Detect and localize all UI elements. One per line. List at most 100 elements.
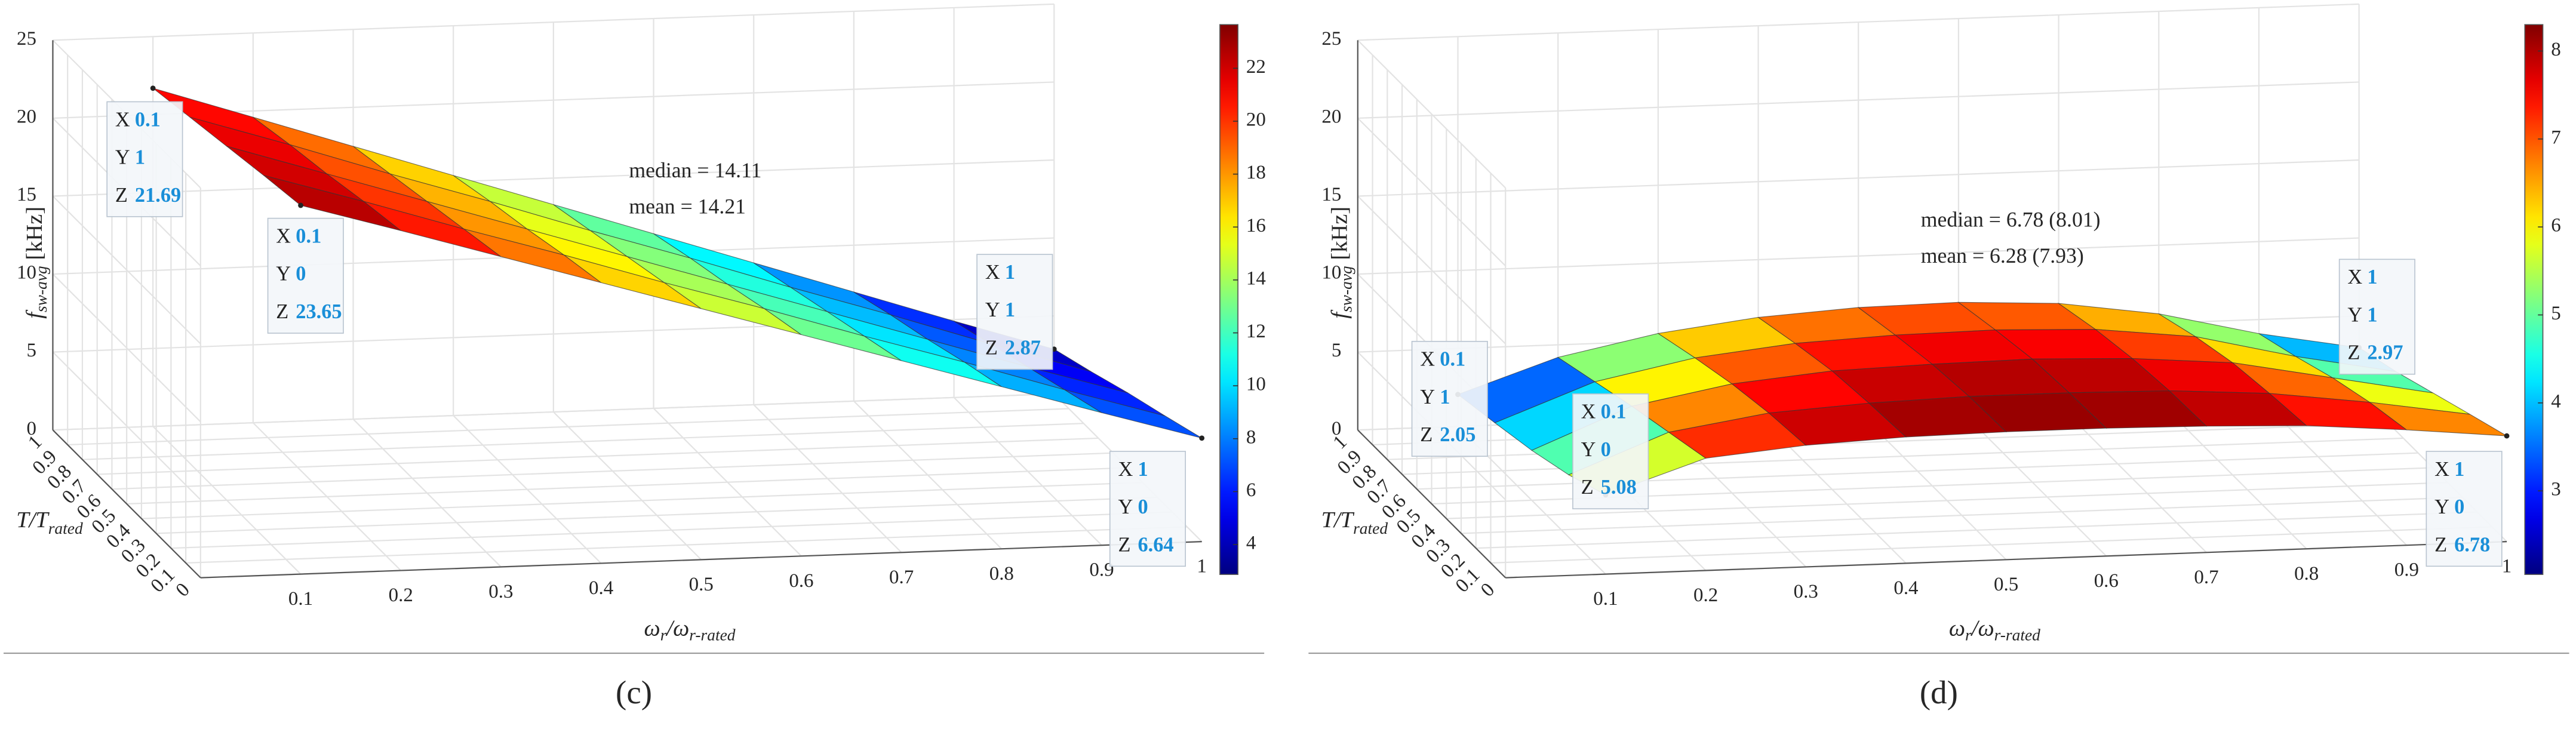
datatip-key: Z — [2434, 533, 2447, 556]
grid-line — [1446, 482, 2448, 519]
grid-line — [112, 452, 1114, 490]
x-tick-label: 1 — [2502, 556, 2512, 577]
colorbar-tick-label: 16 — [1246, 215, 1266, 236]
y-label-base: T/T — [16, 508, 50, 533]
grid-line — [1357, 237, 2359, 275]
x-tick-label: 0.8 — [2294, 563, 2319, 585]
y-axis-label: T/Trated — [1321, 508, 1388, 537]
x-label-b: /ω — [1971, 616, 1994, 641]
grid-line — [1490, 526, 2492, 564]
datatip-value: 1 — [2367, 266, 2377, 288]
z-axis-label: fsw-avg [kHz] — [22, 207, 50, 319]
datatip-value: 6.78 — [2454, 533, 2490, 556]
x-axis-label: ωr/ωr-rated — [1949, 616, 2040, 644]
datatip-point — [2504, 433, 2510, 439]
datatip-key: Z — [2347, 342, 2360, 364]
datatip-value: 0.1 — [135, 108, 161, 131]
z-label-unit: [kHz] — [1327, 207, 1352, 266]
datatip-value: 0.1 — [296, 224, 321, 247]
z-tick-label: 25 — [17, 28, 36, 50]
grid-line — [1357, 118, 1507, 267]
datatip-value: 0 — [1138, 496, 1148, 518]
datatip-key: Y — [2434, 496, 2449, 518]
x-tick-label: 0.4 — [589, 577, 613, 599]
colorbar-tick-label: 5 — [2551, 303, 2560, 324]
x-label-a: ω — [1949, 616, 1965, 641]
x-tick-label: 0.3 — [488, 581, 513, 602]
grid-line — [1357, 3, 2359, 41]
datatip-key: X — [115, 108, 130, 131]
datatip-box — [976, 254, 1053, 370]
datatip-box — [267, 217, 344, 334]
datatip-point — [150, 85, 156, 91]
grid-line — [156, 496, 1158, 534]
annotation: median = 6.78 (8.01) — [1921, 207, 2101, 231]
datatip-point — [1199, 435, 1205, 441]
z-tick-label: 5 — [26, 340, 36, 361]
x-tick-label: 0.5 — [689, 574, 714, 595]
datatip-key: Z — [985, 336, 998, 359]
z-label-unit: [kHz] — [22, 207, 47, 266]
y-label-sub: rated — [48, 519, 83, 537]
datatip-key: Y — [1118, 496, 1133, 518]
z-label-sub: sw-avg — [32, 266, 50, 312]
colorbar-tick-label: 12 — [1246, 321, 1266, 342]
datatip-key: Z — [115, 184, 128, 207]
x-tick-label: 0.6 — [2094, 570, 2119, 592]
datatip-key: Y — [115, 146, 130, 169]
x-label-a-sub: r — [1965, 626, 1972, 644]
datatip-value: 1 — [2367, 303, 2377, 326]
grid-line — [1475, 511, 2477, 549]
x-tick-label: 0.4 — [1893, 577, 1918, 599]
datatip-point — [298, 202, 303, 208]
grid-line — [1357, 195, 1507, 345]
x-tick-label: 0.8 — [989, 563, 1014, 585]
z-tick-label: 25 — [1321, 28, 1341, 50]
y-label-sub: rated — [1353, 519, 1388, 537]
x-label-a-sub: r — [660, 626, 667, 644]
x-axis-label: ωr/ωr-rated — [644, 616, 736, 644]
datatip-key: X — [2434, 458, 2449, 481]
grid-line — [53, 393, 1055, 431]
colorbar-tick-label: 6 — [2551, 215, 2560, 236]
grid-line — [171, 511, 1173, 549]
datatip-key: Y — [985, 299, 1000, 321]
x-tick-label: 0.2 — [389, 585, 413, 606]
datatip-box — [106, 101, 183, 217]
z-tick-label: 10 — [17, 262, 36, 284]
datatip-key: Y — [1581, 438, 1596, 461]
datatip-box — [2426, 451, 2503, 567]
z-tick-label: 0 — [26, 418, 36, 439]
annotation: median = 14.11 — [629, 158, 761, 182]
datatip-key: X — [1581, 401, 1596, 423]
colorbar-tick-label: 22 — [1246, 56, 1266, 78]
z-tick-label: 15 — [17, 184, 36, 205]
caption: (d) — [1920, 674, 1958, 711]
z-tick-label: 20 — [1321, 106, 1341, 127]
grid-line — [1357, 159, 2359, 197]
grid-line — [52, 273, 201, 423]
colorbar-tick-label: 8 — [1246, 426, 1256, 448]
datatip-value: 0 — [2454, 496, 2464, 518]
grid-line — [67, 408, 1069, 446]
grid-line — [52, 195, 201, 345]
datatip-value: 1 — [1005, 261, 1015, 284]
colorbar-tick-label: 20 — [1246, 109, 1266, 131]
colorbar-tick-label: 4 — [2551, 390, 2560, 412]
datatip-key: X — [1420, 348, 1435, 371]
datatip-value: 1 — [1005, 299, 1015, 321]
datatip-value: 0.1 — [1601, 401, 1627, 423]
x-tick-label: 0.1 — [1593, 588, 1618, 610]
datatip-value: 2.87 — [1005, 336, 1041, 359]
grid-line — [97, 437, 1099, 475]
colorbar-tick-label: 4 — [1246, 533, 1256, 554]
datatip-key: Y — [2347, 303, 2362, 326]
colorbar — [1219, 24, 1238, 575]
z-tick-label: 15 — [1321, 184, 1341, 205]
x-tick-label: 0.7 — [889, 567, 914, 588]
datatip-value: 23.65 — [296, 300, 342, 323]
grid-line — [1461, 496, 2463, 534]
surface-face — [1064, 389, 1202, 439]
grid-line — [1357, 39, 1507, 189]
